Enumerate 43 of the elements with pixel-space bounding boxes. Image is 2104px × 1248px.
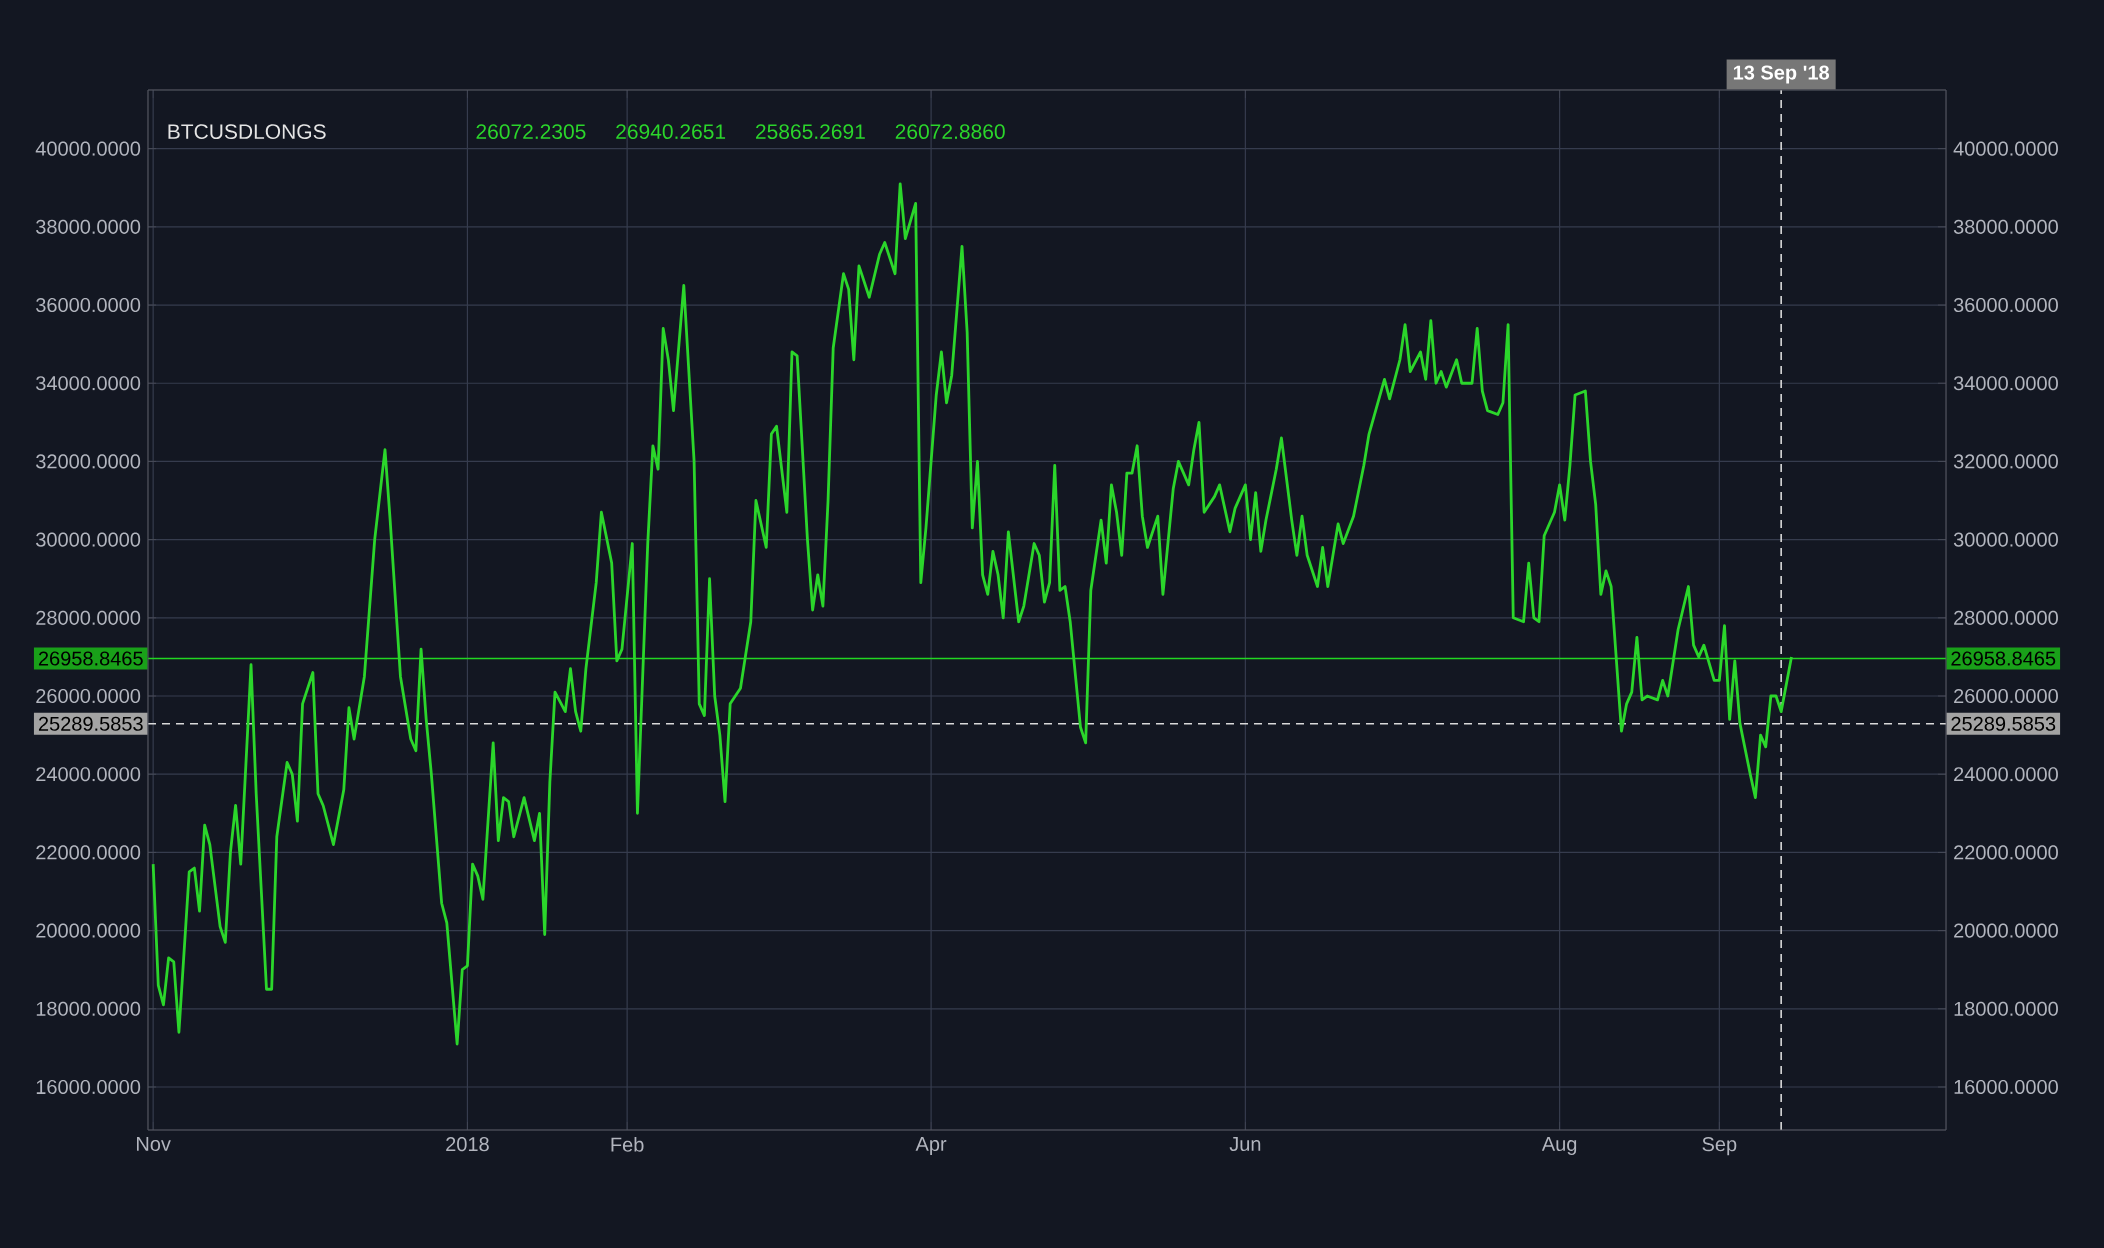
y2-tick-label: 22000.0000 xyxy=(1954,845,2058,860)
y-tick-label: 40000.0000 xyxy=(35,141,141,156)
y2-tick-label: 24000.0000 xyxy=(1954,767,2058,782)
y2-tick-label: 34000.0000 xyxy=(1953,376,2058,391)
y-tick-label: 32000.0000 xyxy=(36,454,141,469)
y-tick-label: 30000.0000 xyxy=(36,532,141,547)
annotation: 26072.2305 xyxy=(476,124,586,140)
x-tick-label: Jun xyxy=(1229,1137,1261,1152)
y-tick-label: 34000.0000 xyxy=(36,376,141,391)
text: 25289.5853 xyxy=(1951,716,2056,731)
text: BTCUSDLONGS xyxy=(168,124,326,140)
y-tick-label: 28000.0000 xyxy=(36,610,141,625)
text: 26958.8465 xyxy=(1951,651,2056,666)
ref-line-label: 25289.5853 xyxy=(38,716,143,731)
y-tick-label: 26000.0000 xyxy=(36,688,141,704)
x-tick-label: Nov xyxy=(137,1137,171,1152)
y-tick-label: 38000.0000 xyxy=(36,219,141,234)
y2-tick-label: 36000.0000 xyxy=(1953,297,2058,313)
y-tick-label: 24000.0000 xyxy=(36,767,141,782)
annotation: 25865.2691 xyxy=(756,124,865,140)
y-tick-label: 16000.0000 xyxy=(36,1079,141,1095)
y2-tick-label: 26000.0000 xyxy=(1954,688,2058,704)
x-tick-label: Aug xyxy=(1541,1137,1577,1155)
ref-line-label: 26958.8465 xyxy=(38,651,143,666)
y2-tick-label: 38000.0000 xyxy=(1953,219,2058,234)
y2-tick-label: 32000.0000 xyxy=(1953,454,2058,469)
y-tick-label: 36000.0000 xyxy=(36,297,141,313)
y2-tick-label: 18000.0000 xyxy=(1954,1001,2058,1016)
x-tick-label: Apr xyxy=(915,1137,947,1155)
y2-tick-label: 20000.0000 xyxy=(1954,923,2058,938)
x-tick-label: 2018 xyxy=(446,1137,489,1152)
y-tick-label: 20000.0000 xyxy=(36,923,141,938)
ref-line-label: 13 Sep '18 xyxy=(1733,65,1830,84)
y2-tick-label: 28000.0000 xyxy=(1954,610,2058,625)
y-tick-label: 22000.0000 xyxy=(36,845,141,860)
y2-tick-label: 30000.0000 xyxy=(1953,532,2058,547)
annotation: 26940.2651 xyxy=(616,124,726,140)
y-tick-label: 18000.0000 xyxy=(36,1001,141,1016)
x-tick-label: Sep xyxy=(1702,1137,1737,1156)
annotation: 26072.8860 xyxy=(895,124,1005,140)
x-tick-label: Feb xyxy=(611,1137,644,1152)
y2-tick-label: 16000.0000 xyxy=(1954,1079,2058,1095)
y2-tick-label: 40000.0000 xyxy=(1953,141,2058,156)
